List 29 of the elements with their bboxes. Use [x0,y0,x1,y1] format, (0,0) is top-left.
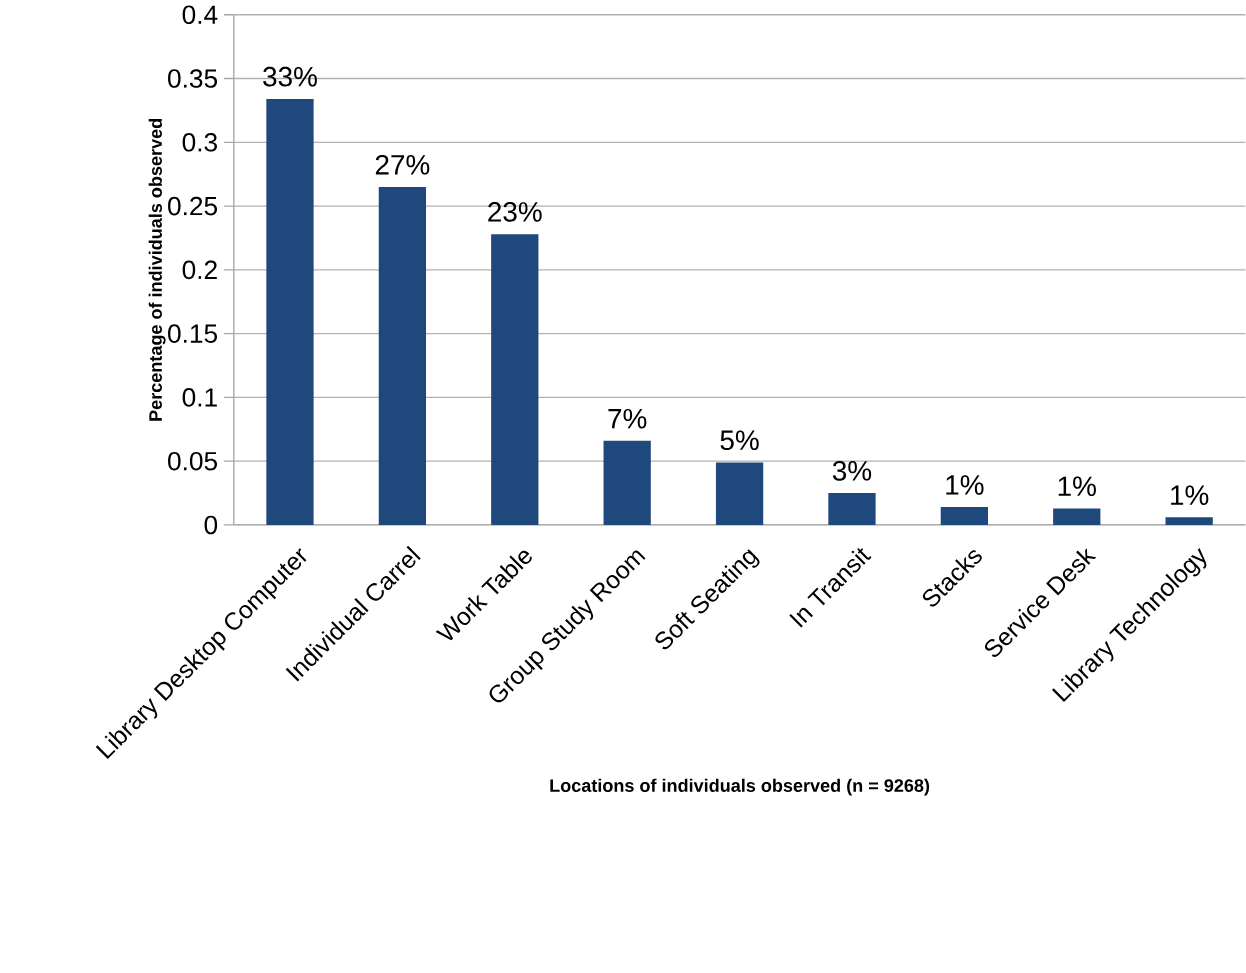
y-tick-label: 0.1 [182,388,217,407]
x-axis-title: Locations of individuals observed (n = 9268) [550,778,930,796]
y-tick-label: 0.35 [168,69,218,88]
y-tick-label: 0.25 [168,196,218,216]
bar [828,493,876,526]
y-tick-label: 0.4 [182,5,218,25]
data-label: 1% [1171,485,1209,506]
data-label: 27% [375,155,430,175]
data-label: 1% [1058,476,1096,497]
bar [940,507,988,526]
y-tick-label: 0.05 [168,452,218,471]
bar [266,99,314,526]
data-label: 7% [608,409,647,429]
y-tick-label: 0.2 [182,260,217,280]
y-axis-title: Percentage of individuals observed [148,119,166,421]
bar [491,234,539,526]
y-tick-label: 0 [204,515,218,535]
y-tick-label: 0.15 [168,324,218,344]
data-label: 1% [946,475,984,495]
data-label: 3% [832,461,872,481]
bar [715,462,764,526]
data-label: 23% [488,202,542,222]
bar [1165,517,1213,526]
data-label: 33% [263,66,317,87]
bar [603,440,651,526]
bar [1053,508,1101,526]
bar [378,187,427,526]
data-label: 5% [720,430,759,451]
y-tick-label: 0.3 [182,133,217,152]
